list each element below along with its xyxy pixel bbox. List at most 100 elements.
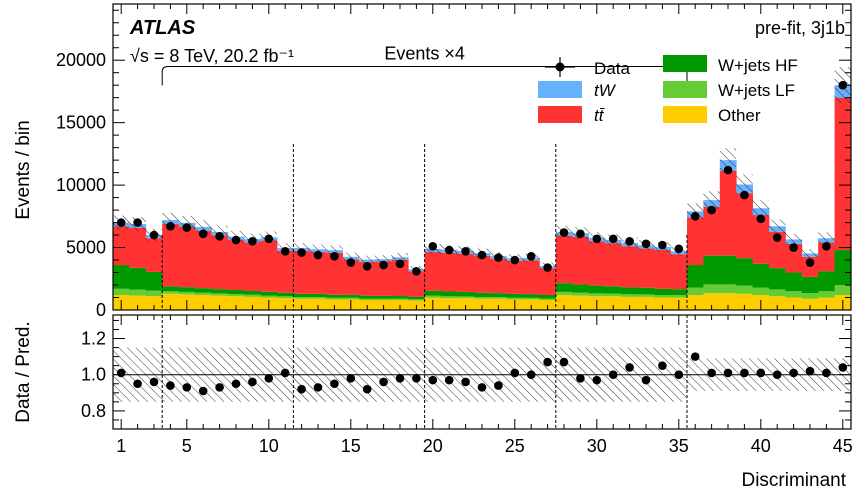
y-tick-label-5000: 5000: [66, 238, 106, 258]
bar-tt-2: [129, 227, 147, 268]
legend-swatch-ttbar: [538, 106, 582, 123]
data-point-30: [592, 234, 602, 244]
data-point-26: [526, 251, 536, 261]
ratio-point-31: [608, 370, 618, 380]
ratio-region-separators: [161, 315, 688, 429]
bar-wjetshf-45: [834, 250, 852, 286]
bar-tt-16: [359, 262, 376, 296]
data-point-2: [133, 218, 142, 227]
legend-swatch-wjets-hf: [663, 55, 707, 72]
bar-other-6: [195, 295, 212, 310]
y-axis-label-top: Events / bin: [13, 120, 34, 219]
bar-wjetslf-32: [621, 294, 639, 297]
bar-wjetslf-34: [654, 295, 671, 298]
ratio-point-1: [116, 368, 126, 378]
legend-label-wjets-hf: W+jets HF: [718, 56, 798, 75]
bar-other-44: [818, 297, 835, 310]
data-point-7: [215, 232, 224, 241]
bar-wjetslf-16: [359, 298, 376, 301]
bar-wjetshf-12: [293, 293, 311, 298]
bar-wjetshf-41: [769, 268, 786, 290]
legend-label-other: Other: [718, 106, 761, 125]
data-points: [116, 80, 848, 276]
bar-wjetshf-11: [277, 292, 294, 297]
ratio-point-13: [313, 383, 323, 392]
legend-entry-data: Data: [545, 57, 630, 78]
ratio-point-10: [264, 374, 274, 383]
x-tick-label-40: 40: [751, 436, 771, 456]
bar-wjetshf-8: [227, 290, 245, 295]
bar-tt-19: [408, 271, 425, 297]
bar-other-2: [129, 295, 147, 310]
ratio-point-27: [543, 357, 552, 367]
bar-wjetshf-25: [506, 293, 524, 298]
data-point-39: [740, 190, 749, 200]
data-point-37: [707, 205, 716, 215]
ratio-point-18: [395, 374, 405, 383]
data-point-21: [444, 245, 454, 255]
bar-wjetslf-39: [736, 285, 753, 294]
bar-tt-25: [506, 260, 524, 294]
data-point-9: [248, 237, 257, 246]
bar-tt-30: [588, 241, 606, 286]
bar-wjetshf-3: [145, 271, 163, 291]
bar-wjetslf-3: [145, 290, 163, 297]
data-point-23: [477, 250, 487, 260]
bar-other-37: [703, 293, 721, 310]
x-tick-label-35: 35: [669, 436, 689, 456]
bar-tt-24: [490, 258, 507, 294]
y-tick-label-20000: 20000: [56, 50, 106, 70]
legend-label-wjets-lf: W+jets LF: [718, 81, 795, 100]
legend-data-marker: [555, 62, 565, 72]
ratio-tick-label-1: 1.0: [81, 365, 106, 385]
bar-tt-3: [145, 238, 163, 272]
x-tick-label-15: 15: [341, 436, 361, 456]
ratio-point-36: [690, 352, 700, 361]
data-point-1: [116, 218, 126, 227]
bar-wjetslf-44: [818, 291, 835, 298]
bar-wjetshf-38: [719, 255, 737, 285]
bar-tt-37: [703, 206, 721, 256]
bar-tt-22: [457, 253, 475, 292]
bar-tt-5: [178, 226, 196, 288]
x-axis-label: Discriminant: [741, 470, 846, 491]
ratio-point-2: [133, 379, 142, 389]
data-point-10: [264, 234, 274, 244]
bar-wjetshf-10: [260, 291, 278, 296]
legend-swatch-tw: [538, 81, 582, 98]
bar-tt-12: [293, 250, 311, 294]
bar-wjetslf-25: [506, 297, 524, 300]
experiment-label: ATLAS: [129, 17, 196, 39]
bar-wjetslf-26: [523, 297, 540, 300]
bar-wjetshf-17: [375, 295, 393, 299]
main-panel: [112, 3, 852, 311]
uncertainty-bin-4: [162, 212, 179, 228]
x-tick-label-25: 25: [505, 436, 525, 456]
ratio-axis-ticks: [113, 315, 851, 430]
bar-tt-4: [162, 223, 179, 287]
ratio-point-32: [625, 363, 634, 372]
data-point-42: [789, 243, 798, 252]
uncertainty-bin-40: [752, 200, 769, 217]
y-tick-labels-bottom: 0.8 1.0 1.2: [81, 329, 106, 421]
bar-wjetslf-10: [260, 295, 278, 298]
bar-tt-36: [687, 217, 704, 266]
bar-wjetshf-30: [588, 285, 606, 294]
bar-wjetshf-6: [195, 288, 212, 293]
bar-tt-18: [391, 259, 409, 297]
bar-wjetshf-43: [801, 276, 819, 294]
ratio-point-3: [149, 377, 159, 387]
bar-other-11: [277, 298, 294, 310]
data-point-43: [805, 258, 815, 267]
bar-wjetshf-24: [490, 293, 507, 298]
ratio-point-24: [494, 381, 503, 390]
data-point-36: [690, 212, 700, 221]
bar-wjetshf-29: [572, 284, 589, 293]
ratio-point-41: [772, 370, 782, 380]
bar-wjetshf-42: [785, 272, 803, 292]
data-point-4: [166, 222, 175, 231]
bar-wjetslf-7: [211, 293, 229, 296]
data-point-31: [608, 234, 618, 244]
y-axis-label-bottom: Data / Pred.: [13, 321, 34, 422]
data-point-11: [280, 246, 290, 256]
